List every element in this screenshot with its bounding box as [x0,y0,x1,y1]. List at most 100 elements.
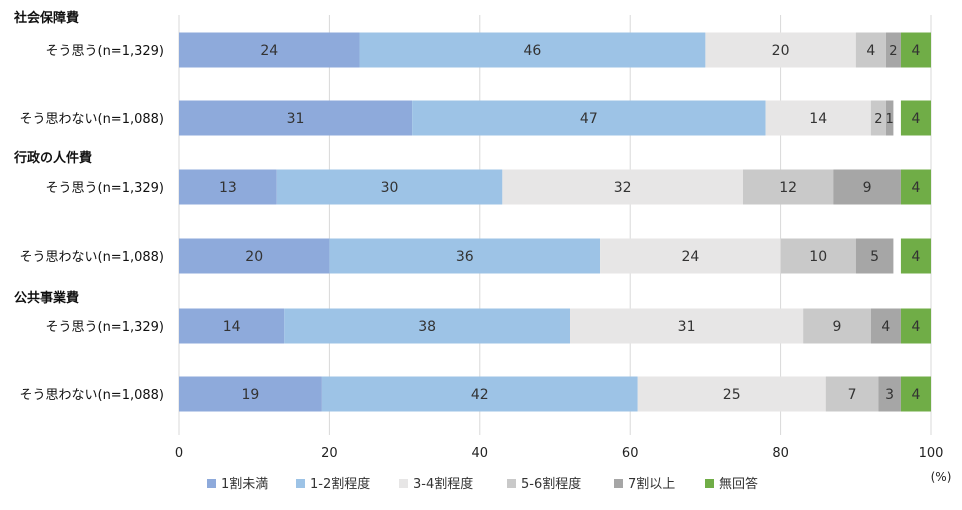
bar-segment [705,32,856,68]
bar-segment [412,100,766,136]
data-label: 14 [809,111,827,127]
bar-segment [359,32,706,68]
data-label: 20 [245,249,263,265]
data-label: 9 [863,180,872,196]
bar-segment [179,238,330,274]
bar-segment [179,100,413,136]
bar-segment [321,376,638,412]
row-labels: 社会保障費そう思う(n=1,329)そう思わない(n=1,088)行政の人件費そ… [13,10,164,403]
bar-segment [179,376,322,412]
x-tick-label: 40 [472,446,489,461]
x-tick-label: 20 [321,446,338,461]
data-label: 13 [219,180,237,196]
data-label: 4 [911,387,920,403]
bar-segment [637,376,826,412]
data-label: 1 [885,112,893,127]
unit-label: (%) [931,470,952,484]
data-label: 38 [418,319,436,335]
bar-segment [885,32,901,68]
bar-segment [179,169,277,205]
data-label: 24 [260,43,278,59]
data-label: 2 [889,44,897,59]
bar-segment [502,169,743,205]
bar-segment [885,100,894,136]
data-label: 14 [223,319,241,335]
legend-label: 1-2割程度 [310,476,370,492]
data-label: 24 [681,249,699,265]
data-label: 2 [874,112,882,127]
gridlines [178,15,932,435]
data-label: 19 [242,387,260,403]
row-label: そう思う(n=1,329) [46,320,165,335]
bar-segment [900,100,931,136]
bar-segment [276,169,503,205]
data-label: 20 [772,43,790,59]
bar-segment [870,100,886,136]
data-label: 46 [524,43,542,59]
category-label: 公共事業費 [14,290,79,306]
bar-segment [600,238,781,274]
data-label: 31 [287,111,305,127]
row-label: そう思う(n=1,329) [46,44,165,59]
data-label: 32 [614,180,632,196]
data-label: 7 [848,387,857,403]
bar-segment [743,169,834,205]
row-label: そう思わない(n=1,088) [20,112,165,127]
bar-segment [833,169,901,205]
x-tick-label: 0 [175,446,183,461]
x-tick-label: 80 [772,446,789,461]
bar-segment [570,308,804,344]
data-label: 4 [911,249,920,265]
bar-segment [855,238,894,274]
data-label: 4 [911,319,920,335]
data-label: 31 [678,319,696,335]
row-label: そう思わない(n=1,088) [20,388,165,403]
data-label: 4 [866,43,875,59]
bar-segment [855,32,886,68]
bar-segment [179,32,360,68]
legend-swatch [507,479,516,488]
data-label: 4 [911,111,920,127]
bar-segment [765,100,871,136]
legend-swatch [207,479,216,488]
bar-segment [329,238,601,274]
data-label: 5 [870,249,879,265]
bar-segment [870,308,901,344]
bar-segment [825,376,879,412]
data-label: 25 [723,387,741,403]
legend-swatch [296,479,305,488]
bar-segment [878,376,901,412]
data-label: 47 [580,111,598,127]
category-label: 社会保障費 [13,10,79,26]
category-label: 行政の人件費 [13,150,92,166]
data-label: 30 [381,180,399,196]
legend-swatch [705,479,714,488]
bars: 24 46 20 4 2 431 47 14 2 1 413 30 32 12 9 420 36 24 10 5 414… [179,32,931,412]
bar-segment [900,169,931,205]
bar-segment [900,32,931,68]
x-tick-label: 100 [919,446,944,461]
data-label: 4 [911,180,920,196]
legend-label: 7割以上 [628,476,675,492]
data-label: 42 [471,387,489,403]
legend-label: 無回答 [719,476,758,492]
data-label: 10 [809,249,827,265]
data-label: 4 [911,43,920,59]
x-axis: 0 20 40 60 80 100 [175,446,944,461]
data-label: 4 [881,319,890,335]
bar-segment [780,238,856,274]
data-label: 36 [456,249,474,265]
row-label: そう思わない(n=1,088) [20,250,165,265]
x-tick-label: 60 [622,446,639,461]
bar-segment [900,376,931,412]
bar-segment [284,308,571,344]
bar-segment [803,308,871,344]
legend-label: 5-6割程度 [521,476,581,492]
legend-swatch [614,479,623,488]
row-label: そう思う(n=1,329) [46,181,165,196]
legend-swatch [399,479,408,488]
bar-segment [179,308,285,344]
data-label: 9 [833,319,842,335]
data-label: 3 [885,387,894,403]
